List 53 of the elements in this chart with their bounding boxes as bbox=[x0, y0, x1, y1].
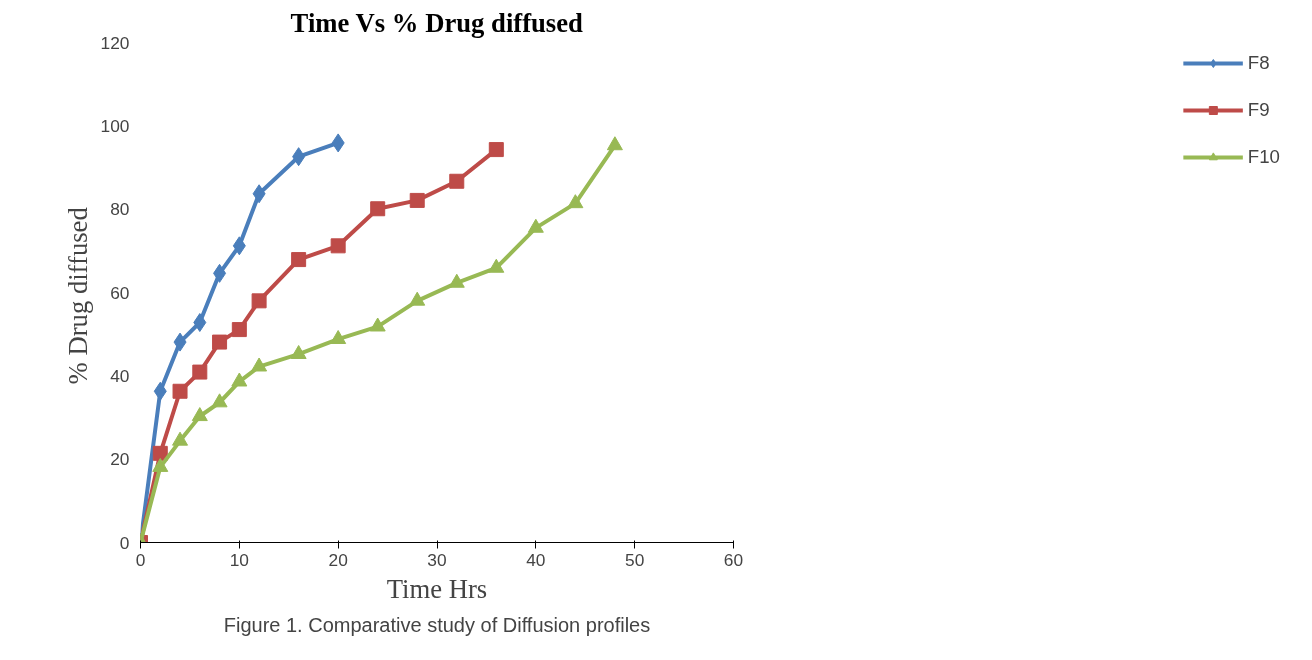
point bbox=[567, 194, 584, 209]
x-tick-label: 0 bbox=[135, 549, 146, 570]
y-tick-label: 60 bbox=[110, 282, 130, 303]
point bbox=[231, 322, 247, 338]
point bbox=[290, 345, 307, 359]
x-tick-label: 10 bbox=[229, 549, 249, 570]
legend-label: F10 bbox=[1247, 146, 1280, 168]
point bbox=[409, 192, 425, 208]
x-tick-label: 20 bbox=[328, 549, 348, 570]
y-tick-label: 20 bbox=[110, 449, 130, 470]
point bbox=[232, 236, 246, 256]
point bbox=[211, 393, 228, 408]
point bbox=[369, 317, 386, 332]
point bbox=[172, 431, 189, 446]
point bbox=[193, 313, 207, 332]
point bbox=[330, 330, 347, 344]
point bbox=[449, 173, 465, 189]
point bbox=[370, 201, 386, 217]
point bbox=[409, 291, 426, 306]
point bbox=[488, 258, 505, 273]
legend-label: F9 bbox=[1247, 99, 1270, 121]
y-tick-label: 0 bbox=[119, 532, 130, 553]
point bbox=[488, 142, 504, 158]
y-axis-title: % Drug diffused bbox=[62, 207, 93, 385]
point bbox=[251, 293, 267, 309]
y-tick-label: 100 bbox=[100, 115, 130, 136]
point bbox=[152, 457, 169, 472]
point bbox=[252, 184, 266, 204]
chart-title: Time Vs % Drug diffused bbox=[290, 7, 584, 38]
point bbox=[153, 381, 167, 401]
point bbox=[212, 334, 228, 350]
y-tick-label: 40 bbox=[110, 365, 130, 386]
point bbox=[191, 407, 208, 422]
legend-label: F8 bbox=[1247, 52, 1270, 74]
x-tick-label: 50 bbox=[625, 549, 645, 570]
point bbox=[292, 147, 306, 167]
point bbox=[231, 372, 248, 387]
point bbox=[251, 357, 268, 372]
point bbox=[291, 252, 307, 268]
x-tick-label: 30 bbox=[427, 549, 447, 570]
y-tick-label: 120 bbox=[100, 32, 130, 53]
point bbox=[448, 273, 465, 288]
point bbox=[213, 263, 227, 283]
point bbox=[192, 364, 208, 380]
y-tick-label: 80 bbox=[110, 199, 130, 220]
point bbox=[330, 238, 346, 254]
point bbox=[331, 133, 345, 153]
point bbox=[173, 332, 187, 352]
x-tick-label: 60 bbox=[723, 549, 744, 570]
point bbox=[172, 383, 188, 399]
caption: Figure 1. Comparative study of Diffusion profiles bbox=[223, 613, 651, 636]
x-tick-label: 40 bbox=[526, 549, 546, 570]
x-axis-title: Time Hrs bbox=[386, 573, 488, 604]
